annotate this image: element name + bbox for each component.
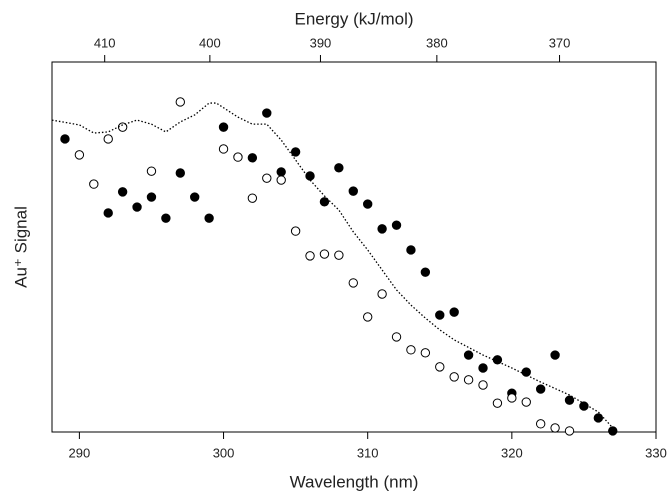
x-tick-label: 300 <box>213 445 235 460</box>
data-point <box>290 147 301 157</box>
data-point <box>305 251 315 261</box>
data-point <box>449 372 459 382</box>
data-point <box>391 220 402 230</box>
data-point <box>492 398 503 408</box>
data-point <box>535 384 546 394</box>
x-tick-label: 310 <box>357 445 379 460</box>
plot-frame <box>51 61 657 433</box>
data-point <box>319 197 330 207</box>
data-point <box>420 348 431 358</box>
data-point <box>564 395 575 405</box>
data-point <box>290 226 301 236</box>
data-point <box>262 108 272 118</box>
trend-line <box>51 102 614 429</box>
x-tick-label: 330 <box>645 445 667 460</box>
data-point <box>276 167 286 177</box>
data-point <box>550 350 560 360</box>
data-point <box>319 249 330 259</box>
x2-tick-label: 390 <box>310 35 332 50</box>
x2-tick-label: 400 <box>199 35 221 50</box>
data-point <box>204 213 214 223</box>
data-point <box>247 193 258 203</box>
data-point <box>132 202 142 212</box>
data-point <box>463 350 474 360</box>
data-point <box>305 171 315 181</box>
data-point <box>348 186 358 196</box>
data-point <box>478 363 488 373</box>
data-point <box>377 289 387 299</box>
data-point <box>218 144 229 154</box>
data-point <box>348 278 358 288</box>
data-point <box>420 267 431 277</box>
data-point <box>146 166 157 176</box>
data-point <box>334 163 344 173</box>
data-point <box>492 355 503 365</box>
data-point <box>435 362 445 372</box>
x2-tick-label: 370 <box>549 35 571 50</box>
data-point <box>146 192 157 202</box>
data-point <box>550 423 560 433</box>
data-point <box>276 175 286 185</box>
data-point <box>362 199 373 209</box>
data-point <box>377 224 387 234</box>
x2-axis-title: Energy (kJ/mol) <box>294 9 413 28</box>
data-point <box>103 208 113 218</box>
x-tick-label: 320 <box>501 445 523 460</box>
data-point <box>218 122 229 132</box>
data-point <box>362 312 373 322</box>
x2-tick-label: 410 <box>94 35 116 50</box>
x2-tick-label: 380 <box>426 35 448 50</box>
data-point <box>579 401 589 411</box>
data-point <box>435 310 445 320</box>
data-point <box>262 173 272 183</box>
data-point <box>535 419 546 429</box>
data-point <box>521 367 531 377</box>
data-point <box>175 168 185 178</box>
data-point <box>247 153 258 163</box>
data-point <box>60 134 70 144</box>
data-point <box>233 152 243 162</box>
x-tick-label: 290 <box>69 445 91 460</box>
data-point <box>478 380 488 390</box>
data-point <box>507 393 517 403</box>
data-point <box>449 307 459 317</box>
data-point <box>117 187 128 197</box>
data-point <box>334 250 344 260</box>
data-point <box>463 375 474 385</box>
y-axis-title: Au⁺ Signal <box>11 206 30 288</box>
data-point <box>564 426 575 436</box>
data-point <box>190 192 200 202</box>
data-point <box>391 332 402 342</box>
data-point <box>161 213 171 223</box>
data-point <box>521 397 531 407</box>
x-axis-title: Wavelength (nm) <box>290 472 419 491</box>
data-point <box>103 134 113 144</box>
data-point <box>406 245 416 255</box>
data-point <box>593 413 604 423</box>
data-point <box>175 97 185 107</box>
data-point <box>74 150 85 160</box>
data-point <box>406 345 416 355</box>
data-point <box>608 426 618 436</box>
data-point <box>89 179 99 189</box>
